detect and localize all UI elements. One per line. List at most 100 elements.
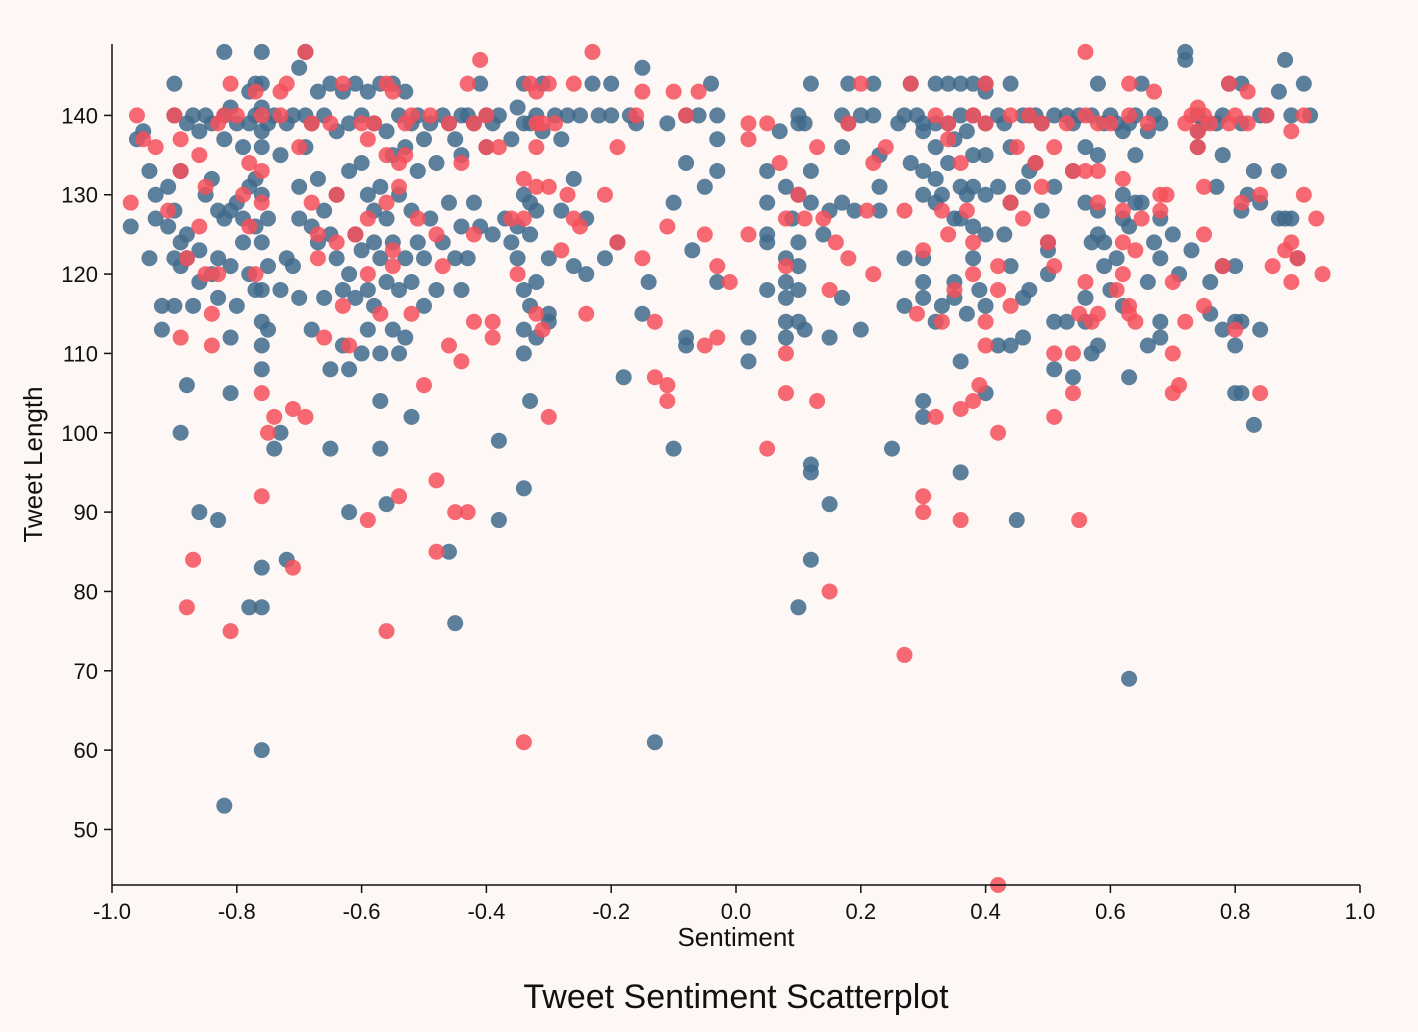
red-point: [1252, 186, 1269, 203]
red-point: [359, 512, 376, 529]
blue-point: [896, 107, 913, 124]
blue-point: [1046, 178, 1063, 195]
blue-point: [902, 155, 919, 172]
red-point: [528, 83, 545, 100]
blue-point: [191, 123, 208, 140]
red-point: [1046, 139, 1063, 156]
blue-point: [640, 274, 657, 291]
red-point: [1033, 178, 1050, 195]
blue-point: [590, 107, 607, 124]
blue-point: [253, 139, 270, 156]
blue-point: [372, 440, 389, 457]
blue-point: [790, 234, 807, 251]
red-point: [303, 194, 320, 211]
blue-point: [403, 408, 420, 425]
blue-point: [933, 297, 950, 314]
blue-point: [1177, 51, 1194, 68]
red-point: [1127, 313, 1144, 330]
red-point: [515, 170, 532, 187]
red-point: [927, 408, 944, 425]
blue-point: [522, 226, 539, 243]
red-point: [609, 139, 626, 156]
red-point: [1314, 266, 1331, 283]
red-point: [896, 202, 913, 219]
red-point: [1283, 234, 1300, 251]
blue-point: [185, 107, 202, 124]
red-point: [721, 274, 738, 291]
red-point: [1146, 83, 1163, 100]
blue-point: [322, 361, 339, 378]
red-point: [809, 139, 826, 156]
red-point: [428, 226, 445, 243]
red-point: [940, 131, 957, 148]
blue-point: [528, 274, 545, 291]
red-point: [1258, 107, 1275, 124]
red-point: [147, 139, 164, 156]
red-point: [1177, 313, 1194, 330]
red-point: [222, 75, 239, 92]
blue-point: [1077, 139, 1094, 156]
blue-point: [896, 250, 913, 267]
red-point: [534, 321, 551, 338]
blue-point: [266, 440, 283, 457]
blue-point: [378, 496, 395, 513]
blue-point: [852, 321, 869, 338]
blue-point: [871, 178, 888, 195]
blue-point: [253, 559, 270, 576]
red-point: [359, 210, 376, 227]
blue-point: [915, 393, 932, 410]
red-point: [122, 194, 139, 211]
red-point: [1121, 75, 1138, 92]
red-point: [915, 242, 932, 259]
red-point: [1089, 194, 1106, 211]
blue-point: [447, 250, 464, 267]
blue-point: [965, 147, 982, 164]
red-point: [328, 234, 345, 251]
red-point: [253, 162, 270, 179]
red-point: [865, 155, 882, 172]
blue-point: [1089, 337, 1106, 354]
blue-point: [952, 107, 969, 124]
red-point: [796, 210, 813, 227]
blue-point: [896, 297, 913, 314]
blue-point: [965, 250, 982, 267]
x-tick-label: 0.2: [846, 899, 877, 924]
red-point: [528, 139, 545, 156]
blue-point: [646, 734, 663, 751]
blue-point: [759, 281, 776, 298]
blue-point: [1146, 234, 1163, 251]
red-point: [284, 559, 301, 576]
blue-point: [1096, 234, 1113, 251]
red-point: [1114, 202, 1131, 219]
blue-point: [659, 115, 676, 132]
blue-point: [790, 599, 807, 616]
blue-point: [1214, 321, 1231, 338]
red-point: [472, 51, 489, 68]
red-point: [453, 353, 470, 370]
red-point: [403, 305, 420, 322]
red-point: [646, 313, 663, 330]
red-point: [977, 75, 994, 92]
red-point: [877, 139, 894, 156]
blue-point: [965, 75, 982, 92]
red-point: [933, 202, 950, 219]
blue-point: [522, 393, 539, 410]
red-point: [160, 202, 177, 219]
blue-point: [565, 170, 582, 187]
blue-point: [1133, 194, 1150, 211]
red-point: [203, 305, 220, 322]
blue-point: [559, 107, 576, 124]
blue-point: [291, 59, 308, 76]
red-point: [740, 131, 757, 148]
red-point: [322, 115, 339, 132]
red-point: [178, 250, 195, 267]
blue-point: [316, 202, 333, 219]
red-point: [166, 107, 183, 124]
blue-point: [840, 75, 857, 92]
blue-point: [210, 289, 227, 306]
y-tick-label: 130: [61, 183, 98, 208]
red-point: [1089, 115, 1106, 132]
red-point: [584, 43, 601, 60]
red-point: [503, 210, 520, 227]
blue-point: [790, 258, 807, 275]
